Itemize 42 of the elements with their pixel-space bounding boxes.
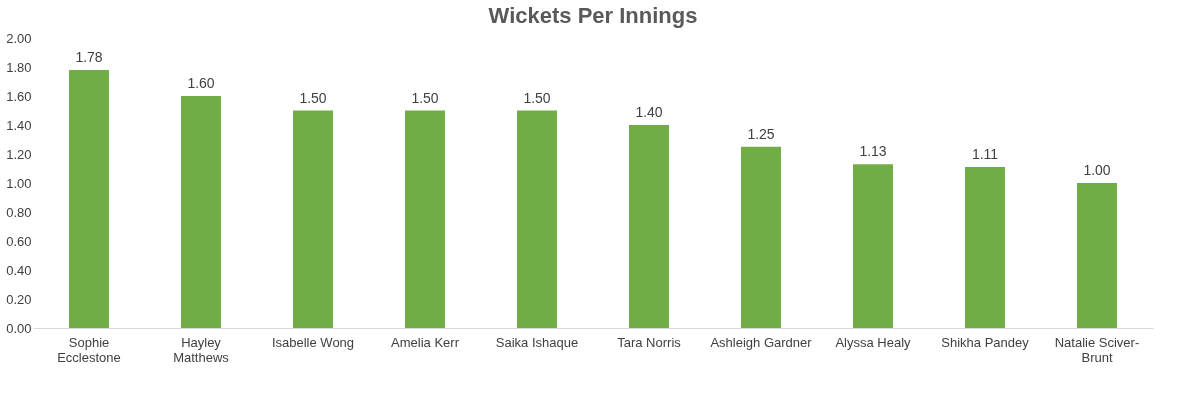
x-tick-label: Tara Norris [617,334,682,350]
y-tick-label: 1.00 [6,175,32,191]
x-tick-label: Sophie Ecclestone [57,334,121,365]
y-tick-label: 0.60 [6,233,32,249]
data-label: 1.50 [411,89,439,106]
y-tick-label: 0.80 [6,204,32,220]
bar [181,96,221,328]
bar [293,110,333,328]
x-tick-label: Shikha Pandey [941,334,1030,350]
data-label: 1.60 [187,75,215,91]
data-label: 1.00 [1083,162,1111,178]
x-tick-label: Amelia Kerr [391,334,460,350]
data-label: 1.40 [635,104,663,120]
x-tick-label: Isabelle Wong [271,334,355,350]
data-label: 1.13 [859,143,887,160]
bar [405,110,445,328]
y-tick-label: 1.60 [6,88,32,104]
x-tick-label: Hayley Matthews [173,334,230,365]
bar [965,167,1005,328]
x-tick-label: Natalie Sciver- Brunt [1054,334,1140,365]
data-label: 1.11 [971,146,999,163]
data-label: 1.50 [523,89,551,106]
y-tick-label: 0.40 [6,262,32,278]
bar [69,69,109,328]
bar [517,110,557,328]
y-tick-label: 0.00 [6,320,32,336]
bar [741,146,781,328]
bar [629,125,669,328]
bar [853,164,893,328]
data-label: 1.25 [747,125,775,142]
y-tick-label: 2.00 [6,30,32,46]
y-tick-label: 1.40 [6,117,32,133]
x-tick-label: Alyssa Healy [835,334,912,350]
data-label: 1.78 [75,48,103,65]
chart-title: Wickets Per Innings [488,3,698,28]
data-label: 1.50 [299,89,327,106]
y-tick-label: 1.80 [6,59,32,75]
y-tick-label: 1.20 [6,146,32,162]
x-tick-label: Saika Ishaque [495,334,579,350]
bar [1077,183,1117,328]
y-tick-label: 0.20 [6,291,32,307]
x-tick-label: Ashleigh Gardner [710,334,813,350]
